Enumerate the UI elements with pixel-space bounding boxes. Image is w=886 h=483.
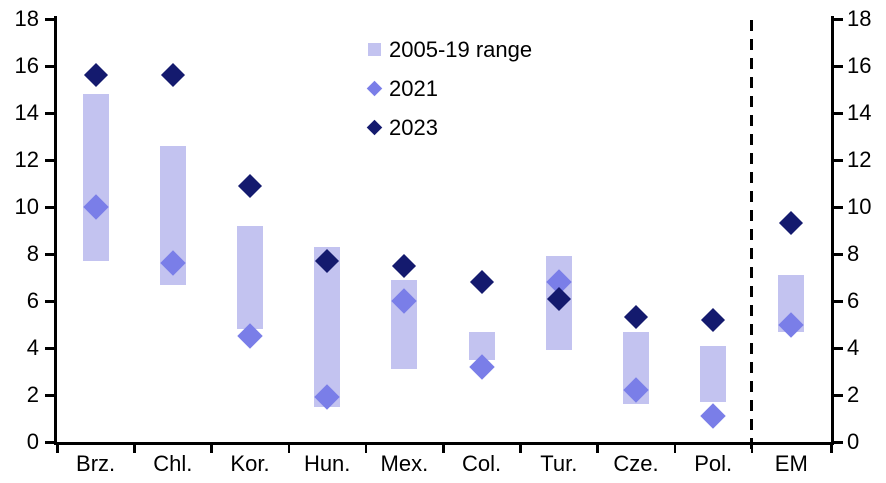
y-tick-right [834,347,843,350]
range-bar [237,225,263,330]
y-tick-right [834,65,843,68]
y-axis-right [831,16,834,445]
y-tick-left [45,441,54,444]
x-axis-label: Hun. [303,451,351,476]
marker-2023 [779,211,804,236]
y-tick-right [834,253,843,256]
y-axis-label-right: 10 [847,194,872,219]
x-tick [210,445,213,453]
y-axis-label-left: 2 [26,382,39,407]
y-tick-right [834,18,843,21]
em-separator-line [750,20,754,452]
y-tick-right [834,441,843,444]
y-tick-left [45,253,54,256]
y-tick-left [45,394,54,397]
x-axis-label: Cze. [613,451,659,476]
y-tick-left [45,18,54,21]
x-tick [830,445,833,453]
range-bar [700,345,727,403]
y-tick-right [834,159,843,162]
y-axis-label-right: 14 [847,100,872,125]
x-axis-label: EM [774,451,808,476]
marker-2021 [700,403,726,429]
range-bar [82,94,109,262]
legend-item: 2023 [366,108,532,147]
marker-2023 [160,63,185,88]
x-tick [133,445,136,453]
y-axis-label-left: 10 [14,194,39,219]
range-bar [314,246,341,407]
x-axis-label: Col. [462,451,502,476]
legend-item: 2021 [366,69,532,108]
x-tick [364,445,368,453]
y-axis-label-right: 16 [847,53,872,78]
y-axis-label-right: 6 [847,288,860,313]
x-tick [519,445,522,453]
legend-label: 2021 [389,75,438,101]
y-axis-label-right: 0 [847,429,860,454]
y-axis-label-left: 18 [14,6,39,31]
y-axis-label-left: 6 [26,288,39,313]
y-axis-label-left: 16 [14,53,39,78]
y-axis-label-right: 8 [847,241,860,266]
marker-2023 [469,270,494,295]
y-axis-label-right: 18 [847,6,872,31]
x-axis-label: Mex. [380,451,429,476]
marker-2023 [701,307,726,332]
y-axis-label-right: 12 [847,147,872,172]
x-tick [56,445,59,453]
marker-2023 [392,253,417,278]
y-tick-left [45,300,54,303]
y-axis-label-left: 8 [26,241,39,266]
x-axis-label: Chl. [153,451,193,476]
marker-2023 [623,305,649,330]
y-tick-right [834,206,843,209]
x-axis-label: Pol. [694,451,733,476]
legend-item: 2005-19 range [368,30,532,69]
y-axis-label-right: 4 [847,335,860,360]
x-axis-label: Tur. [540,451,578,476]
x-tick [287,445,291,453]
y-tick-right [834,300,843,303]
x-tick [596,445,599,453]
x-axis [54,442,834,445]
legend-diamond-icon [366,119,383,136]
y-axis-left [54,16,57,445]
y-axis-label-left: 12 [14,147,39,172]
x-tick [442,445,445,453]
y-tick-left [45,206,54,209]
y-axis-label-left: 14 [14,100,39,125]
legend-label: 2005-19 range [389,36,533,62]
legend-label: 2023 [389,114,438,140]
y-tick-right [834,112,843,115]
x-tick [673,445,677,453]
y-axis-label-right: 2 [847,382,860,407]
y-axis-label-left: 4 [26,335,39,360]
y-tick-left [45,112,54,115]
x-axis-label: Kor. [230,451,270,476]
x-axis-label: Brz. [76,451,116,476]
y-tick-right [834,394,843,397]
y-tick-left [45,347,54,350]
y-tick-left [45,65,54,68]
marker-2023 [83,63,108,88]
marker-2023 [237,173,263,198]
y-tick-left [45,159,54,162]
legend-diamond-icon [366,80,383,97]
y-axis-label-left: 0 [26,429,39,454]
legend: 2005-19 range 2021 2023 [366,30,532,147]
legend-square-icon [368,43,381,56]
